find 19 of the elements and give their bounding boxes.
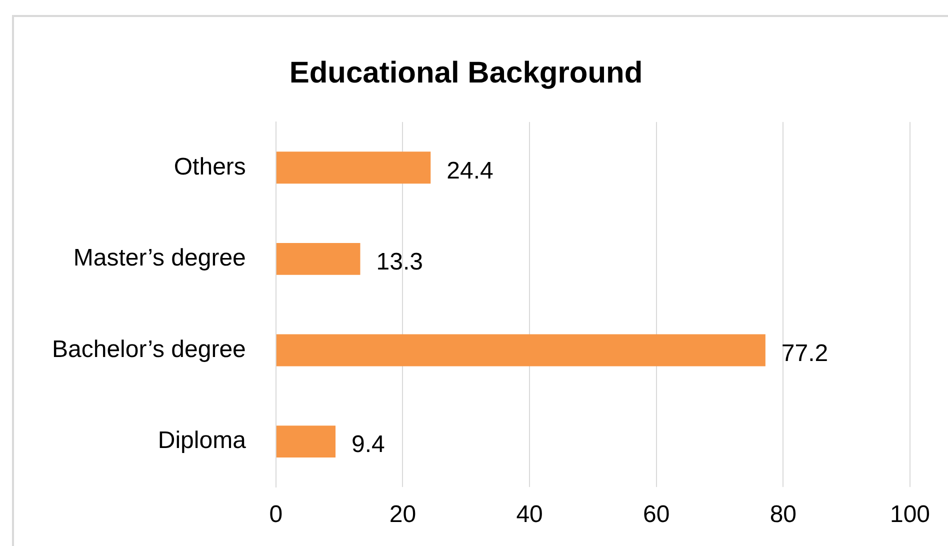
y-tick-label: Diploma <box>158 427 247 454</box>
chart-title: Educational Background <box>289 56 643 90</box>
x-tick-label: 80 <box>770 501 797 528</box>
y-tick-label: Others <box>174 153 246 180</box>
x-tick-label: 40 <box>516 501 543 528</box>
data-label: 9.4 <box>352 431 385 458</box>
x-tick-label: 60 <box>643 501 670 528</box>
data-label: 77.2 <box>781 340 828 367</box>
x-tick-label: 0 <box>269 501 283 528</box>
data-label: 13.3 <box>376 248 423 276</box>
bar <box>276 152 431 184</box>
bar <box>276 242 360 275</box>
y-tick-label: Bachelor’s degree <box>52 336 246 363</box>
y-tick-label: Master’s degree <box>73 244 246 272</box>
data-label: 24.4 <box>446 157 494 184</box>
bar <box>276 426 336 458</box>
bar <box>276 334 766 366</box>
x-tick-label: 100 <box>890 501 930 528</box>
x-tick-label: 20 <box>389 501 416 528</box>
